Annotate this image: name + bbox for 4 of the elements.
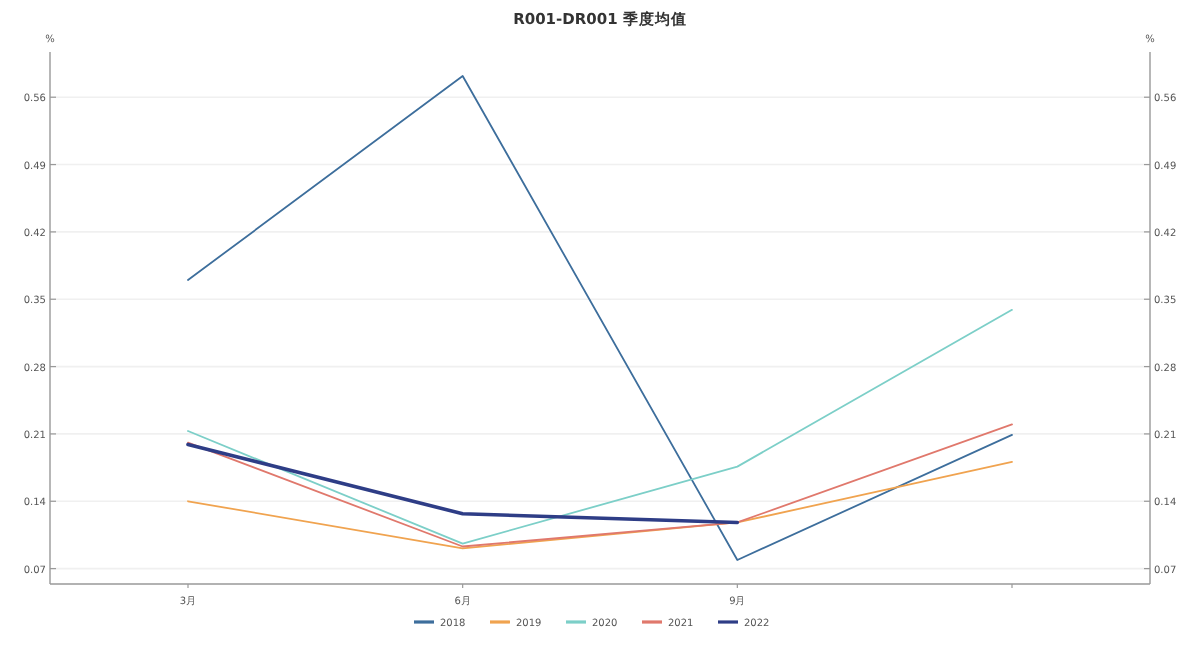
line-series bbox=[187, 460, 1013, 550]
line-series bbox=[187, 423, 1013, 548]
line-series bbox=[187, 75, 1013, 561]
line-series bbox=[187, 308, 1013, 545]
